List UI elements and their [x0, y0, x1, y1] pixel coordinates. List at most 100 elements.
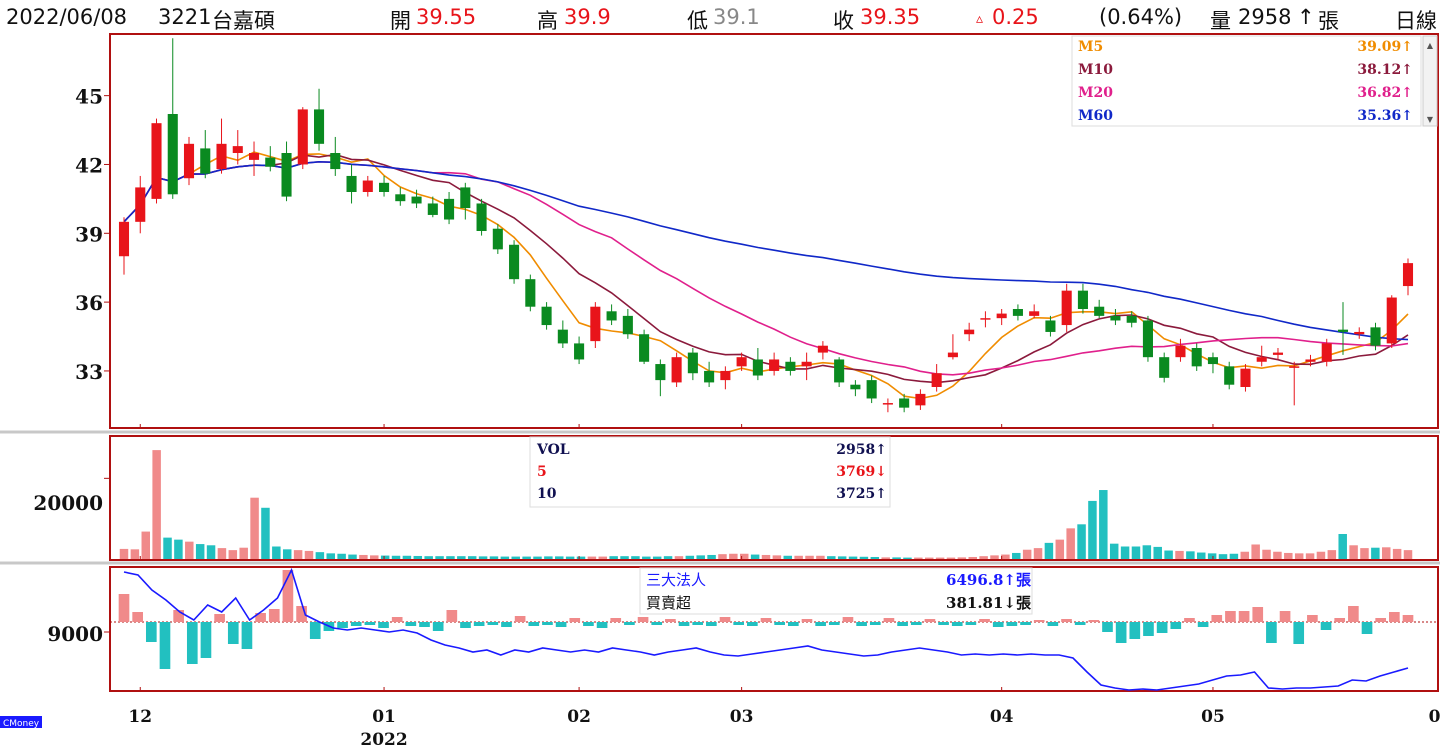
institutional-legend: 三大法人 6496.8↑張 買賣超 381.81↓張: [639, 567, 1033, 615]
candle: [736, 352, 747, 371]
candle-body: [882, 403, 893, 405]
candle-body: [460, 187, 471, 209]
volume-bar: [631, 556, 640, 559]
net-buy-bar: [1266, 622, 1277, 643]
stock-code: 3221: [158, 5, 212, 29]
net-buy-bar: [815, 622, 826, 626]
candle: [492, 224, 503, 254]
net-buy-bar: [992, 622, 1004, 627]
net-buy-bar: [1129, 622, 1141, 639]
net-buy-bar: [514, 616, 526, 622]
date-label: 06: [1429, 707, 1440, 727]
net-buy-bar: [282, 570, 294, 622]
net-buy-bar: [883, 618, 895, 622]
high-label: 高: [537, 9, 558, 33]
candle-body: [379, 182, 390, 192]
watermark: CMoney: [3, 719, 40, 729]
volume-bar: [1109, 543, 1119, 559]
candle: [1240, 364, 1251, 392]
candle: [899, 393, 910, 413]
candle-body: [671, 357, 682, 383]
year-label: 2022: [360, 730, 407, 750]
volume-y-tick: 20000: [33, 491, 103, 515]
candle: [1012, 304, 1023, 321]
volume-bar: [141, 531, 151, 559]
net-buy-bar: [1170, 622, 1182, 629]
watermark-box: [0, 716, 42, 728]
volume-bar: [370, 555, 379, 559]
candle: [444, 192, 455, 225]
volume-bar: [1349, 545, 1358, 559]
net-buy-bar: [145, 622, 157, 642]
candle-body: [769, 359, 780, 371]
net-buy-bar: [760, 618, 772, 622]
volume-bar: [1360, 548, 1369, 559]
date-label: 12: [128, 707, 152, 727]
net-buy-bar: [1102, 622, 1113, 632]
net-buy-bar: [186, 622, 198, 664]
legend-scrollbar[interactable]: [1422, 35, 1438, 127]
volume-bar: [1055, 539, 1065, 559]
candle-body: [931, 373, 942, 387]
change-percent: (0.64%): [1099, 5, 1183, 29]
volume-bar: [511, 556, 520, 559]
candle: [1094, 299, 1105, 319]
candle-body: [1240, 368, 1251, 387]
net-buy-bar: [309, 622, 321, 639]
candle: [1191, 343, 1202, 371]
candle: [769, 352, 780, 376]
volume-value: 2958: [1238, 5, 1292, 29]
candle: [557, 320, 568, 348]
candle: [882, 398, 893, 413]
net-buy-bar: [869, 622, 881, 625]
scroll-up-icon[interactable]: ▲: [1427, 41, 1434, 50]
period-label[interactable]: 日線: [1395, 9, 1437, 33]
volume-bar: [261, 507, 270, 559]
candle-body: [801, 361, 812, 367]
net-buy-bar: [678, 622, 690, 626]
candle-body: [346, 175, 357, 192]
candle: [704, 361, 715, 387]
net-buy-bar: [719, 617, 731, 622]
volume-bar: [413, 555, 423, 559]
net-buy-bar: [159, 622, 171, 669]
net-buy-bar: [733, 622, 745, 625]
m20-line: [123, 160, 1409, 376]
volume-bar: [1316, 551, 1326, 559]
volume-bar: [1001, 554, 1010, 559]
candle: [1386, 295, 1397, 348]
net-buy-bar: [897, 622, 908, 626]
candle-body: [1354, 331, 1365, 335]
net-buy-bar: [624, 622, 635, 625]
volume-bar: [620, 556, 629, 559]
candle: [1175, 338, 1186, 362]
candle: [460, 182, 471, 220]
candle-body: [313, 109, 325, 144]
close-label: 收: [833, 9, 854, 33]
net-buy-bar: [1402, 615, 1414, 622]
net-buy-bar: [1047, 622, 1059, 626]
candle-body: [151, 123, 162, 199]
candle: [655, 359, 666, 397]
open-value: 39.55: [416, 5, 477, 29]
net-buy-bar: [706, 622, 717, 626]
net-buy-bar: [1033, 620, 1045, 622]
volume-bar: [1371, 547, 1380, 559]
volume-bar: [282, 549, 292, 559]
volume-bar: [1120, 546, 1130, 559]
candle: [167, 38, 178, 199]
candle: [379, 175, 390, 197]
candle: [525, 274, 536, 312]
volume-bar: [935, 557, 945, 559]
volume-bar: [228, 550, 238, 559]
volume-bar: [1327, 550, 1337, 559]
scroll-down-icon[interactable]: ▼: [1427, 115, 1434, 124]
net-buy-bar: [432, 622, 444, 631]
candle-body: [736, 357, 747, 367]
candle: [752, 348, 763, 381]
net-buy-bar: [787, 622, 799, 626]
volume-bar: [1131, 546, 1141, 559]
net-buy-bar: [1061, 619, 1072, 622]
candle: [151, 118, 162, 204]
